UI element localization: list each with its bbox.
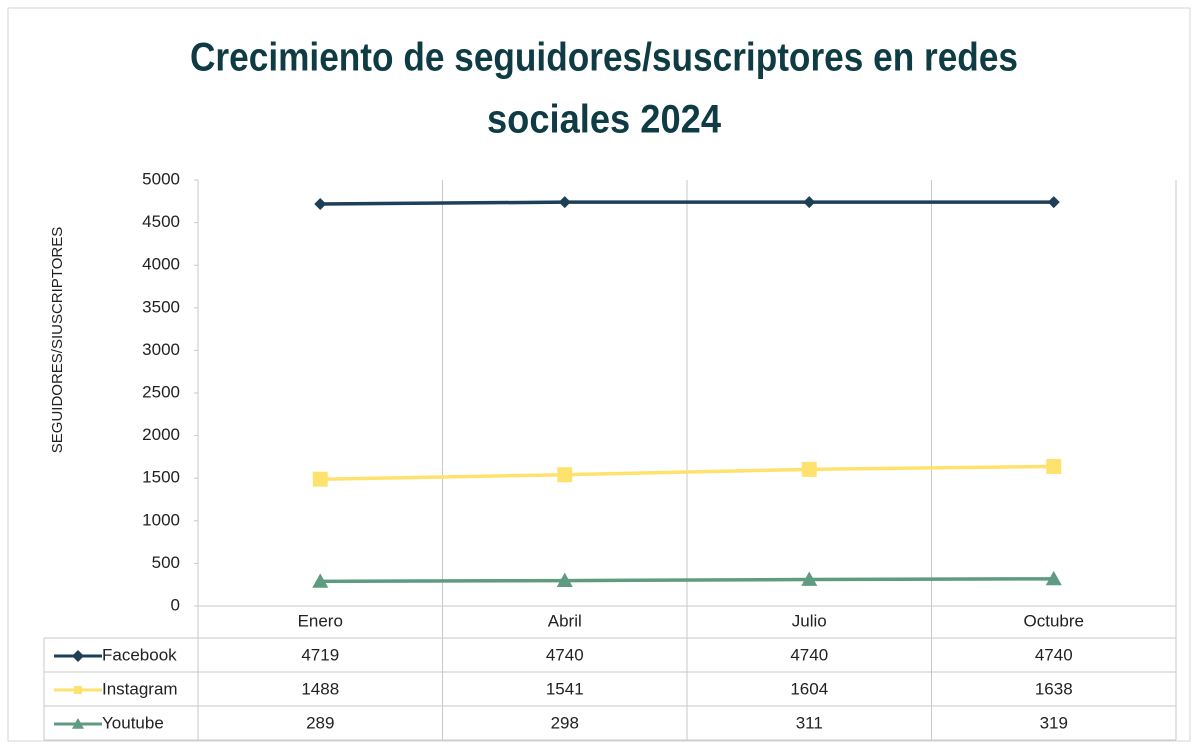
table-value: 311 bbox=[796, 713, 823, 732]
table-value: 4740 bbox=[546, 645, 584, 664]
y-tick-label: 5000 bbox=[142, 169, 180, 188]
y-tick-label: 4000 bbox=[142, 255, 180, 274]
table-value: 4740 bbox=[1035, 645, 1073, 664]
series-line bbox=[320, 200, 1054, 206]
x-tick-label: Enero bbox=[298, 611, 343, 630]
legend-label: Instagram bbox=[102, 679, 178, 698]
table-value: 1488 bbox=[301, 679, 339, 698]
table-value: 4740 bbox=[790, 645, 828, 664]
legend-label: Facebook bbox=[102, 645, 177, 664]
y-tick-label: 3500 bbox=[142, 297, 180, 316]
marker bbox=[72, 718, 84, 729]
y-axis-title: SEGUIDORES/SIUSCRIPTORES bbox=[49, 227, 66, 453]
y-tick-label: 2000 bbox=[142, 425, 180, 444]
series-line bbox=[320, 577, 1054, 584]
marker bbox=[1045, 570, 1062, 586]
marker bbox=[1047, 196, 1060, 209]
y-tick-label: 2500 bbox=[142, 382, 180, 401]
marker bbox=[312, 471, 328, 487]
table-value: 298 bbox=[551, 713, 579, 732]
x-tick-label: Octubre bbox=[1024, 611, 1084, 630]
y-tick-label: 1500 bbox=[142, 468, 180, 487]
x-tick-label: Julio bbox=[792, 611, 827, 630]
table-value: 1541 bbox=[546, 679, 584, 698]
marker bbox=[801, 461, 817, 477]
x-tick-label: Abril bbox=[548, 611, 582, 630]
table-value: 4719 bbox=[301, 645, 339, 664]
chart-frame bbox=[7, 7, 1191, 742]
marker bbox=[557, 467, 573, 483]
chart-title: sociales 2024 bbox=[487, 98, 722, 142]
marker bbox=[803, 196, 816, 209]
marker bbox=[74, 686, 82, 694]
table-value: 319 bbox=[1040, 713, 1068, 732]
table-value: 1638 bbox=[1035, 679, 1073, 698]
marker bbox=[314, 197, 327, 210]
y-tick-label: 0 bbox=[171, 595, 180, 614]
y-tick-label: 1000 bbox=[142, 510, 180, 529]
y-tick-label: 3000 bbox=[142, 340, 180, 359]
marker bbox=[556, 572, 573, 588]
marker bbox=[801, 571, 818, 586]
table-value: 1604 bbox=[790, 679, 828, 698]
marker bbox=[558, 196, 571, 209]
y-tick-label: 4500 bbox=[142, 212, 180, 231]
chart-title: Crecimiento de seguidores/suscriptores e… bbox=[190, 36, 1018, 80]
table-value: 289 bbox=[306, 713, 334, 732]
legend-label: Youtube bbox=[102, 713, 164, 732]
marker bbox=[312, 573, 329, 588]
series-line bbox=[320, 464, 1054, 481]
y-tick-label: 500 bbox=[152, 553, 180, 572]
marker bbox=[1046, 458, 1062, 474]
marker bbox=[72, 650, 84, 662]
